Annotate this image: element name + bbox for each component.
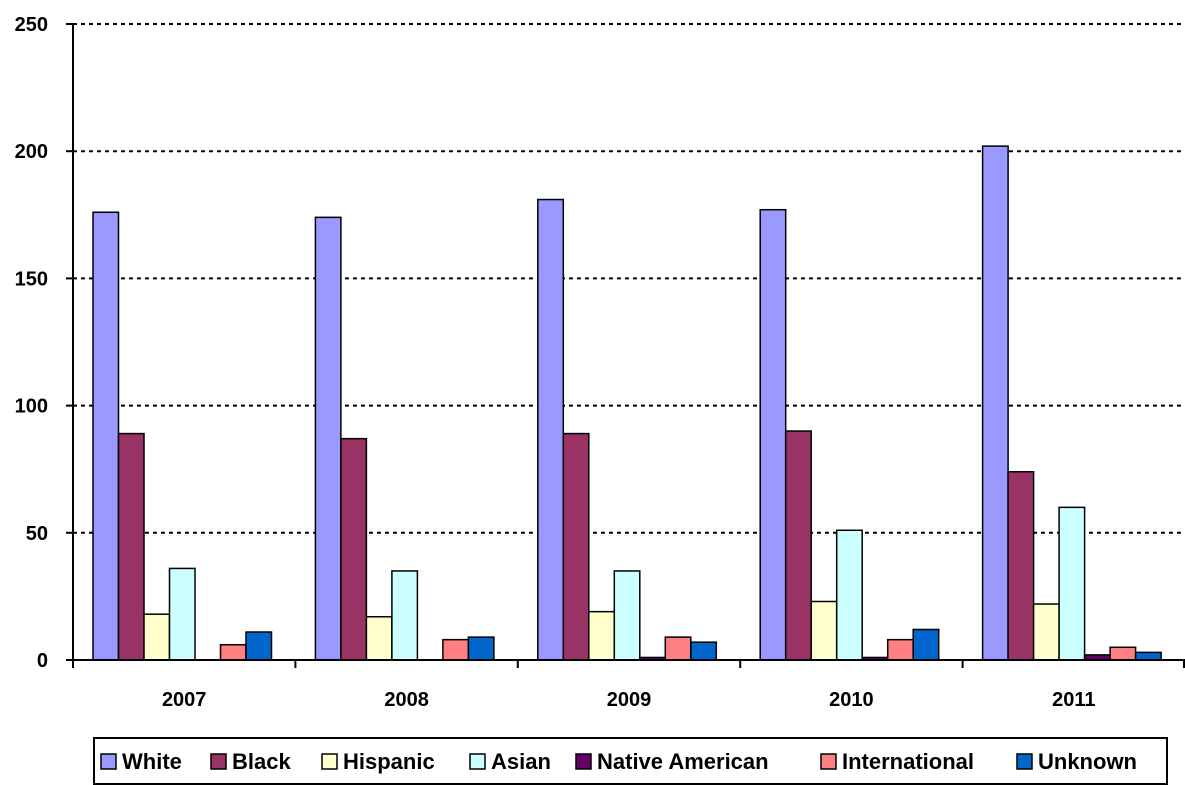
bar-unknown-2010 bbox=[912, 628, 940, 661]
y-tick-label: 100 bbox=[15, 396, 48, 418]
bar-hispanic-2010 bbox=[810, 600, 838, 661]
bar-hispanic-2007 bbox=[143, 613, 171, 661]
bar-black-2009 bbox=[562, 432, 590, 661]
legend-swatch-white bbox=[100, 753, 117, 770]
bar-asian-2010 bbox=[835, 529, 863, 661]
legend-label: Asian bbox=[491, 749, 551, 774]
bar-hispanic-2011 bbox=[1032, 603, 1060, 661]
legend-box bbox=[93, 737, 1168, 785]
legend-swatch-hispanic bbox=[321, 753, 338, 770]
bar-white-2008 bbox=[314, 216, 342, 661]
legend: White Black Hispanic Asian Native American In… bbox=[93, 737, 1168, 785]
bar-international-2010 bbox=[886, 638, 914, 661]
bar-asian-2011 bbox=[1058, 506, 1086, 661]
bar-asian-2009 bbox=[613, 570, 641, 661]
bar-international-2007 bbox=[219, 643, 247, 661]
bar-white-2009 bbox=[537, 198, 565, 661]
bar-asian-2007 bbox=[168, 567, 196, 661]
legend-swatch-asian bbox=[469, 753, 486, 770]
y-tick-label: 150 bbox=[15, 268, 48, 290]
legend-label: Hispanic bbox=[343, 749, 435, 774]
axes bbox=[66, 23, 1185, 668]
gridlines bbox=[73, 23, 1185, 534]
bar-black-2010 bbox=[784, 430, 812, 661]
x-tick-label: 2009 bbox=[607, 689, 652, 711]
bar-unknown-2009 bbox=[690, 641, 718, 661]
bar-asian-2008 bbox=[391, 570, 419, 661]
legend-label: Black bbox=[232, 749, 291, 774]
bar-hispanic-2009 bbox=[588, 610, 616, 661]
legend-swatch-unknown bbox=[1016, 753, 1033, 770]
y-tick-label: 0 bbox=[37, 650, 48, 672]
bar-black-2007 bbox=[117, 432, 145, 661]
x-tick-label: 2011 bbox=[1052, 689, 1095, 711]
bar-international-2008 bbox=[442, 638, 470, 661]
bar-white-2011 bbox=[981, 145, 1009, 661]
y-tick-label: 200 bbox=[15, 141, 48, 163]
legend-label: International bbox=[842, 749, 974, 774]
y-tick-label: 250 bbox=[15, 14, 48, 36]
bar-unknown-2011 bbox=[1134, 651, 1162, 661]
x-tick-label: 2008 bbox=[384, 689, 429, 711]
legend-label: Unknown bbox=[1038, 749, 1137, 774]
legend-label: White bbox=[122, 749, 182, 774]
bar-unknown-2007 bbox=[245, 631, 273, 661]
bar-black-2011 bbox=[1007, 470, 1035, 661]
bar-white-2010 bbox=[759, 208, 787, 661]
bar-international-2011 bbox=[1109, 646, 1137, 661]
x-tick-labels: 2007 2008 2009 2010 2011 bbox=[162, 689, 1096, 711]
y-tick-label: 50 bbox=[26, 523, 48, 545]
x-tick-label: 2007 bbox=[162, 689, 207, 711]
y-tick-labels: 0 50 100 150 200 250 bbox=[15, 14, 48, 672]
bars bbox=[92, 145, 1162, 661]
bar-black-2008 bbox=[340, 437, 368, 661]
bar-hispanic-2008 bbox=[365, 616, 393, 661]
x-tick-label: 2010 bbox=[829, 689, 874, 711]
bar-unknown-2008 bbox=[467, 636, 495, 661]
legend-swatch-black bbox=[210, 753, 227, 770]
legend-swatch-international bbox=[820, 753, 837, 770]
bar-white-2007 bbox=[92, 211, 120, 661]
legend-label: Native American bbox=[597, 749, 769, 774]
bar-international-2009 bbox=[664, 636, 692, 661]
legend-swatch-native-american bbox=[575, 753, 592, 770]
